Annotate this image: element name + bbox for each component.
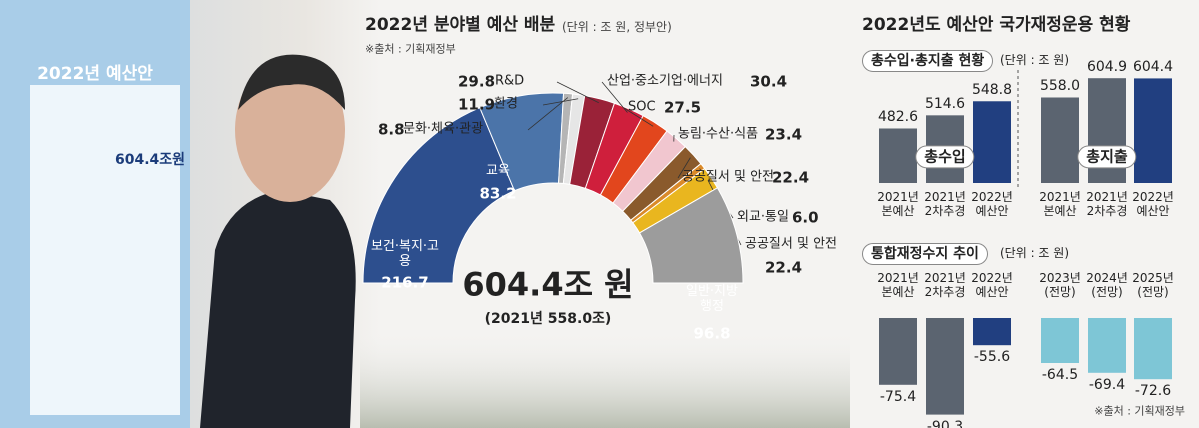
pie-segment <box>362 107 516 284</box>
x-tick-label: 2021년 본예산 <box>877 271 919 299</box>
bar-charts <box>879 78 1172 415</box>
x-tick-label: 2021년 2차추경 <box>924 271 966 299</box>
bar <box>973 318 1011 346</box>
value-label: 604.9 <box>1086 59 1128 76</box>
chart-subtitle: (단위 : 조 원, 정부안) <box>562 20 672 35</box>
x-tick-label: 2022년 예산안 <box>971 271 1013 299</box>
segment-name: 공공질서 및 안전 <box>682 169 774 185</box>
leader-line <box>601 81 628 113</box>
leader-line <box>542 98 579 106</box>
segment-value: 6.0 <box>792 208 819 227</box>
segment-value: 23.4 <box>765 125 803 144</box>
segment-name: 공공질서 및 안전 <box>745 236 837 252</box>
segment-name: R&D <box>495 73 525 89</box>
value-label: 558.0 <box>1039 78 1081 95</box>
value-label: -64.5 <box>1041 366 1079 383</box>
value-label: -90.3 <box>926 418 964 428</box>
x-tick-label: 2022년 예산안 <box>971 190 1013 218</box>
segment-name: 문화·체육·관광 <box>403 121 484 137</box>
poster-text: 604.4조원 <box>114 151 186 168</box>
heading: 2022년도 예산안 국가재정운용 현황 <box>862 15 1131 36</box>
segment-value: 96.8 <box>693 324 731 343</box>
segment-name: 농림·수산·식품 <box>678 126 759 142</box>
bar <box>973 101 1011 183</box>
center-sublabel: (2021년 558.0조) <box>484 310 612 327</box>
bar <box>1041 318 1079 363</box>
value-label: 604.4 <box>1132 59 1174 76</box>
bar <box>926 318 964 415</box>
x-tick-label: 2023년 (전망) <box>1039 271 1081 299</box>
source: ※출처 : 기획재정부 <box>1094 404 1185 418</box>
segment-value: 29.8 <box>458 72 496 91</box>
center-fill <box>454 184 652 283</box>
bar <box>879 318 917 385</box>
person-head <box>235 58 345 202</box>
chart-subtitle: (단위 : 조 원) <box>1000 53 1070 68</box>
leader-line <box>556 81 599 104</box>
segment-value: 27.5 <box>664 98 702 117</box>
x-tick-label: 2022년 예산안 <box>1132 190 1174 218</box>
value-label: -72.6 <box>1134 383 1172 400</box>
bar <box>1134 78 1172 183</box>
segment-name: 보건·복지·고용 <box>370 239 440 269</box>
segment-name: 환경 <box>494 96 518 112</box>
x-tick-label: 2025년 (전망) <box>1132 271 1174 299</box>
x-tick-label: 2024년 (전망) <box>1086 271 1128 299</box>
value-label: 514.6 <box>924 96 966 113</box>
x-tick-label: 2021년 본예산 <box>1039 190 1081 218</box>
segment-value: 8.8 <box>378 120 405 139</box>
segment-value: 216.7 <box>381 273 429 292</box>
segment-value: 22.4 <box>765 258 803 277</box>
chart-title: 총수입·총지출 현황 <box>862 49 994 73</box>
chart-title: 2022년 분야별 예산 배분 <box>365 15 556 36</box>
money-bg <box>360 330 850 428</box>
value-label: -75.4 <box>879 388 917 405</box>
value-label: -55.6 <box>973 349 1011 366</box>
pie-chart <box>362 81 744 284</box>
value-label: 548.8 <box>971 82 1013 99</box>
bar <box>879 128 917 183</box>
group-label: 총지출 <box>1077 145 1137 169</box>
x-tick-label: 2021년 2차추경 <box>924 190 966 218</box>
poster-text: 2022년 예산안 <box>37 64 153 85</box>
group-label: 총수입 <box>915 145 975 169</box>
segment-value: 30.4 <box>750 72 788 91</box>
person-hair <box>238 54 345 110</box>
segment-name: 산업·중소기업·에너지 <box>607 73 723 89</box>
value-label: -69.4 <box>1088 376 1126 393</box>
pie-segment <box>638 187 744 284</box>
segment-value: 11.9 <box>458 95 496 114</box>
value-label: 482.6 <box>877 109 919 126</box>
segment-name: 교육 <box>486 163 510 179</box>
bar <box>1134 318 1172 380</box>
chart-title: 통합재정수지 추이 <box>862 242 988 266</box>
leader-line <box>623 107 654 127</box>
source: ※출처 : 기획재정부 <box>365 42 456 56</box>
x-tick-label: 2021년 본예산 <box>877 190 919 218</box>
leader-line <box>677 157 691 179</box>
chart-subtitle: (단위 : 조 원) <box>1000 246 1070 261</box>
segment-name: 외교·통일 <box>737 209 789 225</box>
person-suit <box>200 190 356 428</box>
x-tick-label: 2021년 2차추경 <box>1086 190 1128 218</box>
poster-panel <box>30 85 180 415</box>
leader-line <box>527 97 569 131</box>
segment-value: 22.4 <box>772 168 810 187</box>
segment-name: 일반·지방행정 <box>686 284 738 314</box>
segment-name: SOC <box>628 99 656 115</box>
bar <box>1088 318 1126 373</box>
segment-value: 83.2 <box>479 184 517 203</box>
center-label: 604.4조 원 <box>462 265 634 304</box>
bar <box>1041 97 1079 183</box>
